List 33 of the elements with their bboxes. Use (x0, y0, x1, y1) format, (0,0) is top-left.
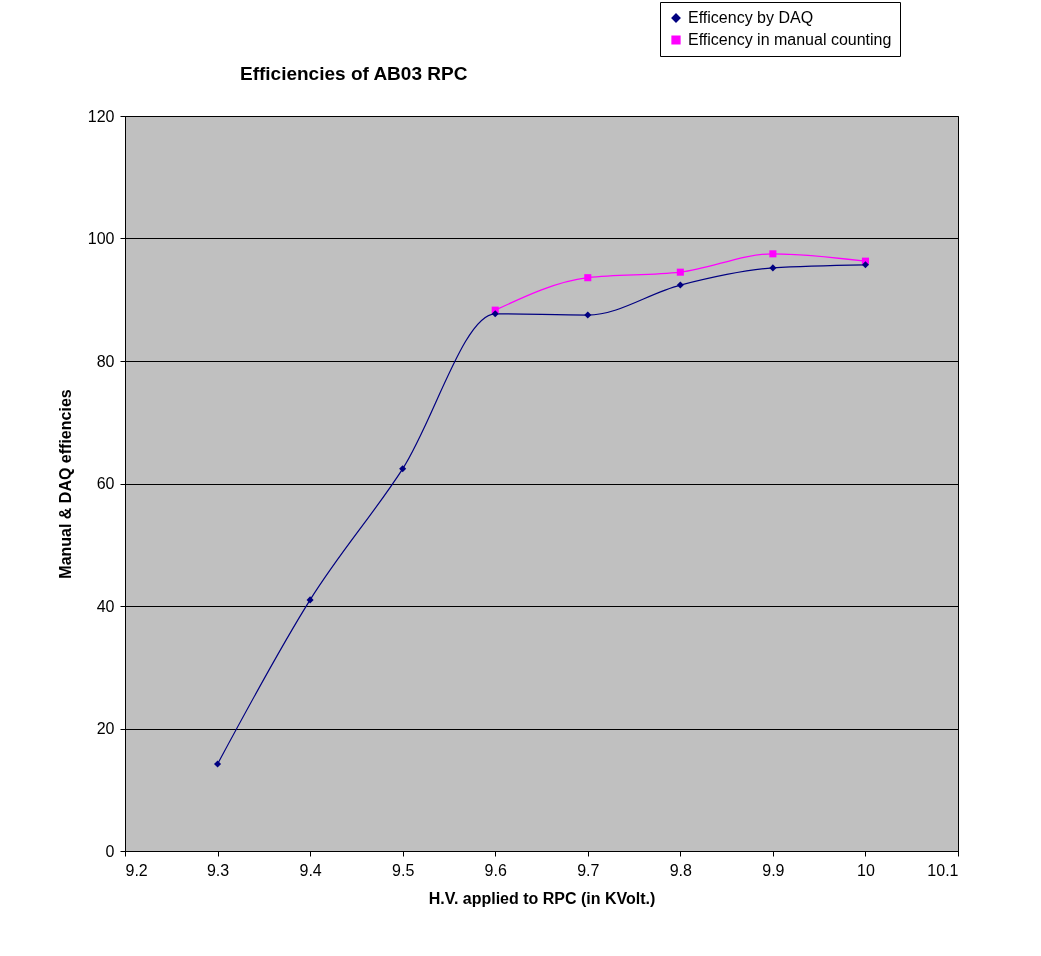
y-tick-label: 20 (96, 720, 115, 737)
x-tick-label: 9.7 (577, 861, 600, 879)
point (399, 465, 407, 473)
point (584, 311, 592, 319)
legend-label: Efficency in manual counting (688, 31, 892, 48)
point (491, 310, 499, 318)
x-tick-label: 9.2 (125, 861, 148, 879)
x-tick-label: 9.6 (484, 861, 507, 879)
point (861, 261, 869, 269)
x-tick-label: 10 (857, 861, 875, 879)
point (214, 760, 222, 768)
y-tick-label: 80 (96, 352, 115, 370)
y-tick-label: 40 (96, 597, 115, 615)
y-tick-label: 0 (105, 842, 115, 860)
x-tick-label: 9.5 (392, 861, 415, 879)
x-axis-title: H.V. applied to RPC (in KVolt.) (428, 889, 656, 907)
point (676, 281, 684, 289)
y-tick-label: 60 (96, 475, 115, 492)
point (584, 274, 592, 282)
y-tick-label: 100 (87, 230, 115, 247)
x-tick-label: 10.1 (927, 861, 959, 879)
x-tick-label: 9.9 (762, 861, 785, 879)
chart-title: Efficiencies of AB03 RPC (240, 62, 468, 84)
point (769, 250, 777, 258)
point (676, 268, 684, 276)
y-axis-title: Manual & DAQ effiencies (56, 389, 74, 579)
point (306, 596, 314, 604)
point (769, 264, 777, 272)
x-tick-label: 9.8 (669, 861, 693, 879)
x-tick-label: 9.4 (299, 861, 322, 879)
legend-label: Efficency by DAQ (688, 9, 814, 26)
x-tick-label: 9.3 (206, 861, 230, 879)
y-tick-label: 120 (87, 107, 115, 125)
